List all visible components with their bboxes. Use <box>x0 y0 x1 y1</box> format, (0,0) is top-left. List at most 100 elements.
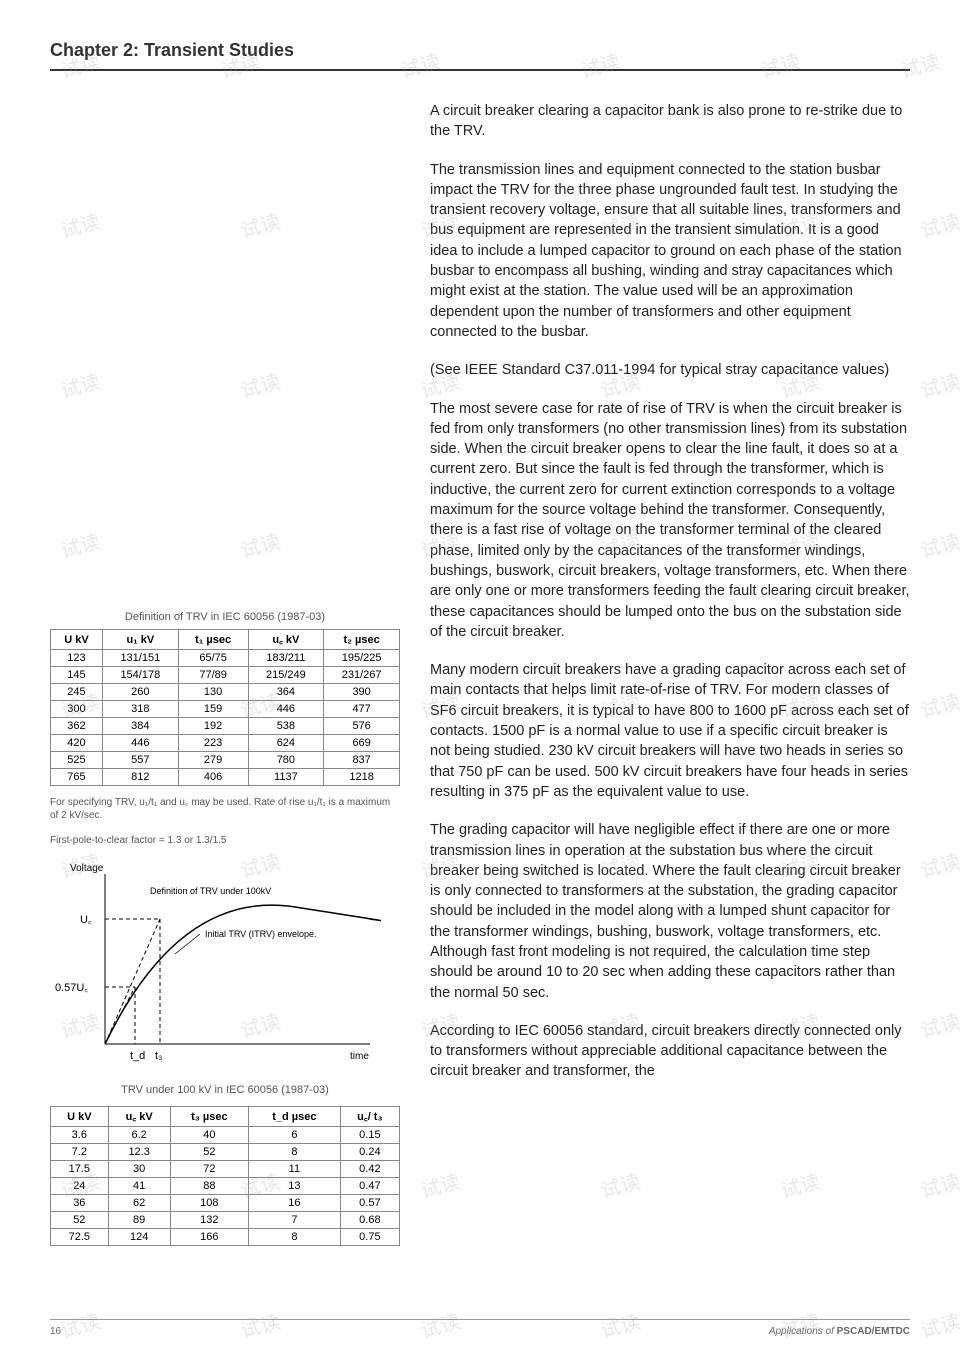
table-row: 244188130.47 <box>51 1178 400 1195</box>
table-cell: 154/178 <box>102 667 178 684</box>
table-row: 528913270.68 <box>51 1212 400 1229</box>
table-cell: 7.2 <box>51 1144 109 1161</box>
chart-uc-label: U꜀ <box>80 914 92 926</box>
table-cell: 0.15 <box>340 1127 399 1144</box>
table-cell: 72.5 <box>51 1229 109 1246</box>
table-cell: 124 <box>108 1229 170 1246</box>
table-cell: 231/267 <box>324 667 400 684</box>
table-cell: 1218 <box>324 769 400 786</box>
table-row: 145154/17877/89215/249231/267 <box>51 667 400 684</box>
footer-product: PSCAD/EMTDC <box>837 1326 910 1337</box>
table-row: 420446223624669 <box>51 735 400 752</box>
table1-h1: u₁ kV <box>102 630 178 650</box>
table-row: 76581240611371218 <box>51 769 400 786</box>
para-7: According to IEC 60056 standard, circuit… <box>430 1021 910 1082</box>
table-cell: 52 <box>170 1144 248 1161</box>
chart-td-label: t_d <box>130 1050 145 1062</box>
table-cell: 260 <box>102 684 178 701</box>
para-4: The most severe case for rate of rise of… <box>430 399 910 643</box>
table2-h1: u꜀ kV <box>108 1107 170 1127</box>
table-cell: 6.2 <box>108 1127 170 1144</box>
table-row: 72.512416680.75 <box>51 1229 400 1246</box>
table-cell: 159 <box>178 701 248 718</box>
note-1: For specifying TRV, u₁/t₁ and u꜀ may be … <box>50 796 400 822</box>
table-cell: 8 <box>249 1229 341 1246</box>
left-column: Definition of TRV in IEC 60056 (1987-03)… <box>50 101 400 1256</box>
table1-h4: t₂ µsec <box>324 630 400 650</box>
table-cell: 30 <box>108 1161 170 1178</box>
watermark: 试读 <box>917 525 960 563</box>
table-cell: 3.6 <box>51 1127 109 1144</box>
table-cell: 223 <box>178 735 248 752</box>
table-row: 525557279780837 <box>51 752 400 769</box>
table-cell: 72 <box>170 1161 248 1178</box>
table-cell: 446 <box>248 701 324 718</box>
table-cell: 195/225 <box>324 650 400 667</box>
page-footer: 16 Applications of PSCAD/EMTDC <box>50 1319 910 1337</box>
table-cell: 123 <box>51 650 103 667</box>
trv-chart: Voltage Definition of TRV under 100kV In… <box>50 859 400 1074</box>
table-row: 3662108160.57 <box>51 1195 400 1212</box>
table-cell: 183/211 <box>248 650 324 667</box>
table-cell: 406 <box>178 769 248 786</box>
table-cell: 624 <box>248 735 324 752</box>
table-cell: 0.75 <box>340 1229 399 1246</box>
chart-t3-label: t₃ <box>155 1050 163 1062</box>
table-cell: 166 <box>170 1229 248 1246</box>
table-cell: 576 <box>324 718 400 735</box>
table-cell: 192 <box>178 718 248 735</box>
chart-time-label: time <box>350 1051 369 1062</box>
table-cell: 557 <box>102 752 178 769</box>
table-cell: 0.68 <box>340 1212 399 1229</box>
chapter-title: Chapter 2: Transient Studies <box>50 40 910 71</box>
table-row: 300318159446477 <box>51 701 400 718</box>
watermark: 试读 <box>917 1005 960 1043</box>
table-cell: 13 <box>249 1178 341 1195</box>
table-cell: 837 <box>324 752 400 769</box>
table1-h3: u꜀ kV <box>248 630 324 650</box>
table-cell: 245 <box>51 684 103 701</box>
watermark: 试读 <box>917 1305 960 1343</box>
watermark: 试读 <box>917 1165 960 1203</box>
table-cell: 88 <box>170 1178 248 1195</box>
table-cell: 300 <box>51 701 103 718</box>
table-cell: 132 <box>170 1212 248 1229</box>
table-cell: 215/249 <box>248 667 324 684</box>
table-cell: 24 <box>51 1178 109 1195</box>
table-cell: 362 <box>51 718 103 735</box>
content-wrapper: Definition of TRV in IEC 60056 (1987-03)… <box>50 101 910 1256</box>
trv-table-2: U kV u꜀ kV t₃ µsec t_d µsec u꜀/ t₃ 3.66.… <box>50 1106 400 1246</box>
table-cell: 62 <box>108 1195 170 1212</box>
table-cell: 16 <box>249 1195 341 1212</box>
chart-caption: TRV under 100 kV in IEC 60056 (1987-03) <box>50 1084 400 1096</box>
table-cell: 812 <box>102 769 178 786</box>
table-cell: 384 <box>102 718 178 735</box>
table-row: 17.53072110.42 <box>51 1161 400 1178</box>
table-cell: 8 <box>249 1144 341 1161</box>
table-cell: 0.57 <box>340 1195 399 1212</box>
table2-h4: u꜀/ t₃ <box>340 1107 399 1127</box>
table-cell: 364 <box>248 684 324 701</box>
table-cell: 36 <box>51 1195 109 1212</box>
chart-voltage-label: Voltage <box>70 863 104 874</box>
table-cell: 780 <box>248 752 324 769</box>
table-cell: 52 <box>51 1212 109 1229</box>
watermark: 试读 <box>917 365 960 403</box>
table2-h3: t_d µsec <box>249 1107 341 1127</box>
table-cell: 130 <box>178 684 248 701</box>
para-1: A circuit breaker clearing a capacitor b… <box>430 101 910 142</box>
footer-right: Applications of PSCAD/EMTDC <box>769 1326 910 1337</box>
chart-def-label: Definition of TRV under 100kV <box>150 886 271 896</box>
table-cell: 108 <box>170 1195 248 1212</box>
para-5: Many modern circuit breakers have a grad… <box>430 660 910 802</box>
table-cell: 12.3 <box>108 1144 170 1161</box>
table-row: 245260130364390 <box>51 684 400 701</box>
chart-057uc-label: 0.57U꜀ <box>55 982 88 994</box>
trv-table-1: U kV u₁ kV t₁ µsec u꜀ kV t₂ µsec 123131/… <box>50 629 400 786</box>
watermark: 试读 <box>917 685 960 723</box>
table-cell: 538 <box>248 718 324 735</box>
table-cell: 131/151 <box>102 650 178 667</box>
watermark: 试读 <box>917 845 960 883</box>
table-cell: 1137 <box>248 769 324 786</box>
table-cell: 17.5 <box>51 1161 109 1178</box>
